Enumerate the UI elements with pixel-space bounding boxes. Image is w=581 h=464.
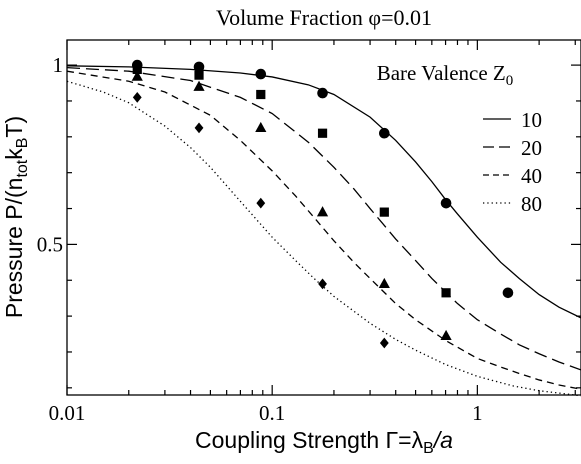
series-20-marker [194, 70, 204, 80]
x-axis-label: Coupling Strength Γ=λB/a [195, 427, 453, 457]
y-tick-label: 0.5 [37, 232, 63, 256]
series-curves [66, 65, 581, 397]
x-tick-label: 1 [472, 401, 483, 425]
series-markers [131, 59, 514, 349]
series-80-marker [132, 91, 142, 103]
series-40-marker [378, 277, 390, 289]
series-20-marker [379, 207, 389, 217]
chart-title: Volume Fraction φ=0.01 [216, 5, 432, 30]
series-20-marker [256, 89, 266, 100]
legend-title: Bare Valence Z0 [377, 61, 514, 89]
series-10-marker [440, 197, 452, 209]
series-40-marker [193, 80, 205, 91]
y-tick-label: 1 [53, 53, 64, 77]
series-40-marker [131, 70, 143, 81]
legend-label-40: 40 [521, 164, 542, 188]
series-20-line [66, 66, 581, 371]
series-20-marker [132, 64, 142, 75]
series-10-marker [193, 61, 205, 73]
series-80-marker [318, 278, 327, 290]
legend-label-10: 10 [521, 108, 542, 132]
series-10-marker [379, 127, 390, 139]
series-20-marker [317, 128, 328, 138]
series-40-marker [316, 206, 329, 217]
series-10-marker [317, 87, 328, 99]
plot-frame [66, 39, 581, 396]
y-axis: 0.51 [37, 53, 581, 389]
series-40-marker [440, 329, 452, 341]
legend-label-80: 80 [521, 192, 542, 216]
series-80-line [66, 80, 581, 397]
series-80-marker [379, 337, 389, 349]
series-10-line [66, 65, 581, 319]
y-axis-label: Pressure P/(ntotkBT) [1, 116, 31, 318]
series-10-marker [255, 68, 267, 80]
x-axis: 0.01 0.1 1 [49, 40, 576, 425]
x-tick-label: 0.1 [259, 401, 285, 425]
series-10-marker [502, 287, 514, 299]
series-80-marker [256, 197, 266, 209]
series-20-marker [441, 288, 451, 298]
series-40-marker [255, 121, 267, 133]
legend: Bare Valence Z0 10 20 40 80 [377, 61, 542, 216]
series-40-line [66, 70, 581, 390]
legend-label-20: 20 [521, 136, 542, 160]
series-80-marker [194, 122, 204, 134]
x-tick-label: 0.01 [49, 401, 86, 425]
